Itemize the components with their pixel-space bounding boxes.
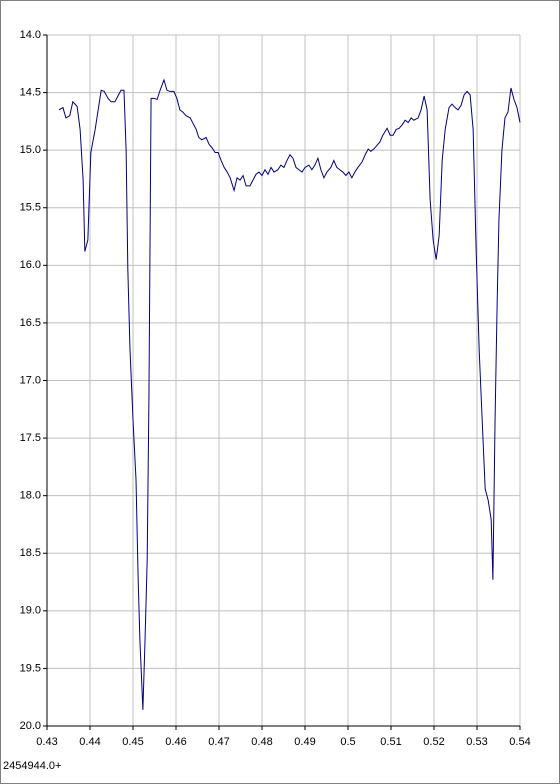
y-tick-label: 15.5 — [20, 202, 41, 214]
x-tick-label: 0.54 — [509, 736, 530, 748]
y-tick-label: 19.0 — [20, 605, 41, 617]
y-tick-label: 15.0 — [20, 144, 41, 156]
y-tick-label: 20.0 — [20, 720, 41, 732]
x-tick-label: 0.49 — [294, 736, 315, 748]
x-tick-label: 0.47 — [208, 736, 229, 748]
x-tick-label: 0.52 — [423, 736, 444, 748]
y-tick-label: 16.0 — [20, 259, 41, 271]
y-tick-label: 19.5 — [20, 662, 41, 674]
y-tick-label: 14.5 — [20, 86, 41, 98]
x-tick-label: 0.53 — [466, 736, 487, 748]
y-tick-label: 18.5 — [20, 547, 41, 559]
y-tick-label: 18.0 — [20, 490, 41, 502]
x-tick-label: 0.46 — [165, 736, 186, 748]
y-tick-label: 17.0 — [20, 374, 41, 386]
y-tick-label: 16.5 — [20, 317, 41, 329]
x-annotation: 2454944.0+ — [3, 760, 61, 772]
y-tick-label: 17.5 — [20, 432, 41, 444]
x-tick-label: 0.45 — [122, 736, 143, 748]
x-tick-label: 0.48 — [251, 736, 272, 748]
x-tick-label: 0.51 — [380, 736, 401, 748]
x-tick-label: 0.43 — [36, 736, 57, 748]
x-tick-label: 0.5 — [340, 736, 355, 748]
x-tick-label: 0.44 — [79, 736, 100, 748]
data-line — [58, 78, 521, 710]
y-tick-label: 14.0 — [20, 29, 41, 41]
